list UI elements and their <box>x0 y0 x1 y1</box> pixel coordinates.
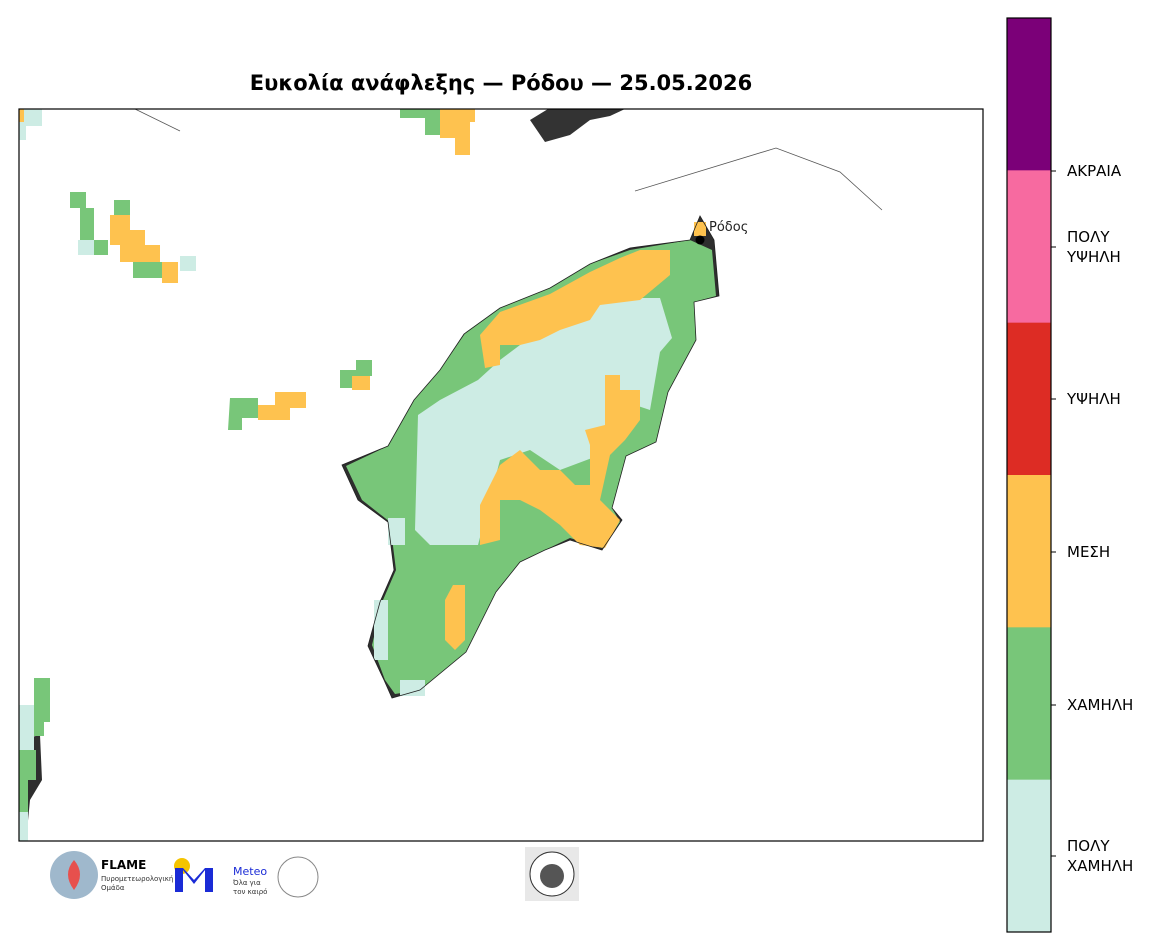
map-border <box>18 108 984 842</box>
hazard-cells <box>19 109 716 841</box>
colorbar-segment <box>1007 18 1051 171</box>
island-outline <box>341 215 720 699</box>
hazard-area <box>374 600 388 660</box>
hazard-area <box>480 375 640 548</box>
hazard-area <box>180 256 196 271</box>
hazard-area <box>258 392 306 420</box>
city-marker <box>695 235 705 245</box>
colorbar <box>1007 18 1056 933</box>
hazard-area <box>133 262 162 278</box>
colorbar-label: ΑΚΡΑΙΑ <box>1067 162 1122 180</box>
colorbar-label: ΧΑΜΗΛΗ <box>1067 696 1134 714</box>
hazard-area <box>19 109 42 140</box>
colorbar-label: ΥΨΗΛΗ <box>1067 390 1121 408</box>
hazard-area <box>415 298 672 545</box>
meteo-logo <box>175 868 213 892</box>
hazard-area <box>694 222 706 236</box>
map-title: Ευκολία ανάφλεξης — Ρόδου — 25.05.2026 <box>250 71 752 95</box>
colorbar-label: ΜΕΣΗ <box>1067 543 1111 561</box>
hazard-area <box>19 750 36 812</box>
hazard-area <box>480 250 670 368</box>
flame-icon <box>68 860 80 890</box>
coast <box>134 108 181 132</box>
hazard-area <box>78 240 94 255</box>
colorbar-label: ΠΟΛΥ ΧΑΜΗΛΗ <box>1067 837 1134 875</box>
colorbar-segment <box>1007 779 1051 933</box>
hazard-area <box>19 812 28 841</box>
hazard-area <box>28 678 50 736</box>
hazard-area <box>19 705 34 750</box>
flame-name: FLAME <box>101 858 147 872</box>
hazard-area <box>356 360 372 376</box>
hazard-area <box>114 200 130 215</box>
hazard-area <box>388 518 405 545</box>
hazard-area <box>400 109 440 135</box>
hazard-area <box>352 376 370 390</box>
colorbar-segment <box>1007 475 1051 628</box>
colorbar-border <box>1006 17 1052 933</box>
hazard-area <box>70 192 108 255</box>
colorbar-segment <box>1007 170 1051 324</box>
emblem <box>277 856 319 898</box>
coast <box>634 147 883 211</box>
colorbar-label: ΠΟΛΥ ΥΨΗΛΗ <box>1067 228 1121 266</box>
landmass <box>530 109 625 142</box>
hazard-area <box>19 109 24 122</box>
city-label: Ρόδος <box>709 220 748 235</box>
meteo-name: Meteo <box>233 865 268 878</box>
meteo-subtitle: Όλα για τον καιρό <box>233 879 268 896</box>
flame-subtitle: Πυρομετεωρολογική Ομάδα <box>101 875 174 892</box>
colorbar-segment <box>1007 627 1051 781</box>
colorbar-segment <box>1007 322 1051 476</box>
hazard-area <box>400 680 425 696</box>
hazard-area <box>440 109 475 155</box>
municipality-seal <box>540 864 564 888</box>
hazard-area <box>228 398 258 430</box>
hazard-area <box>445 585 465 650</box>
